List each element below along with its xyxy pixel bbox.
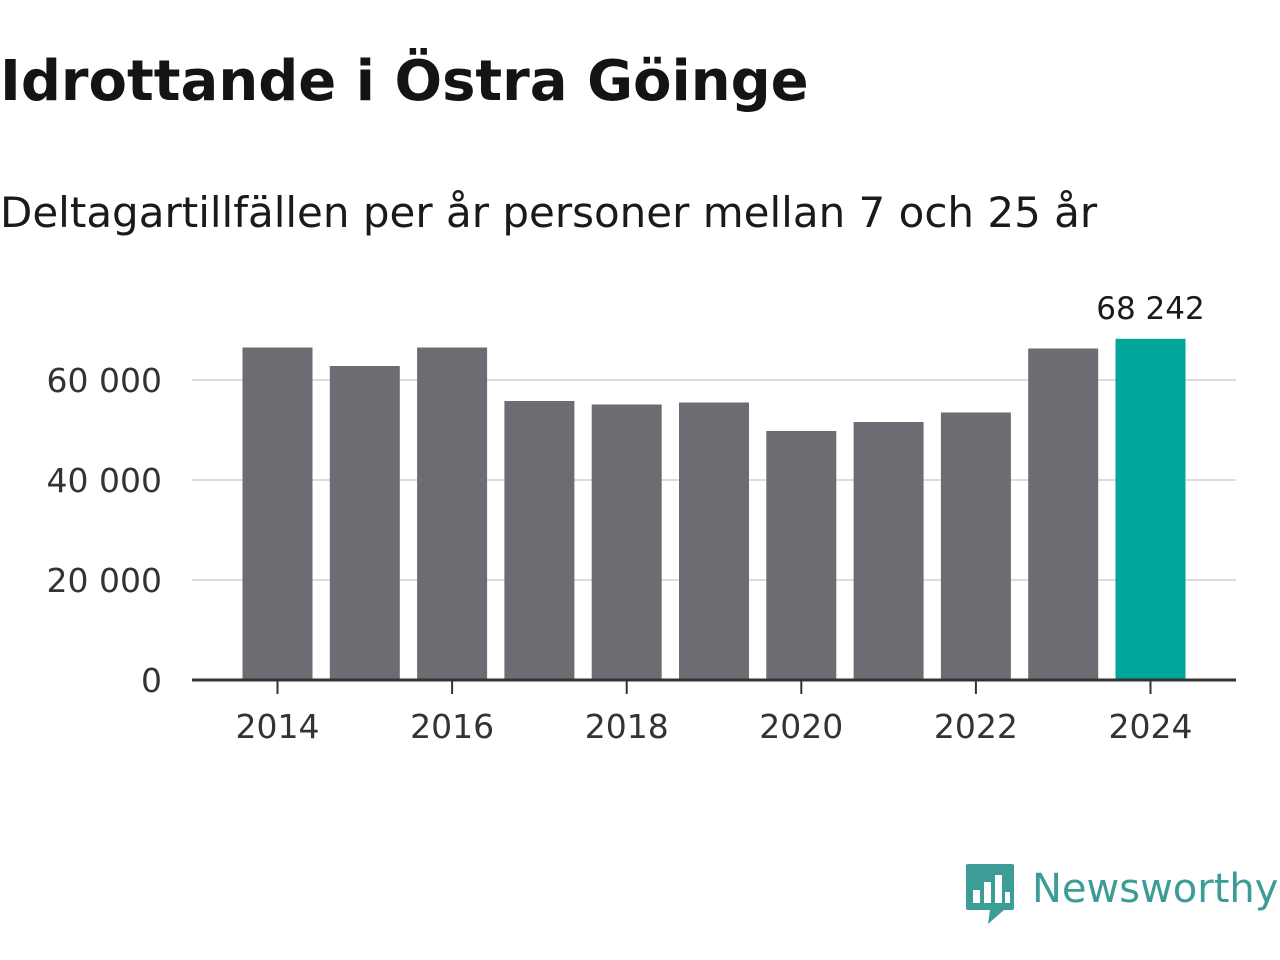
brand-name: Newsworthy: [1032, 866, 1279, 912]
bar-2019: [679, 402, 749, 680]
bar-2014: [242, 347, 313, 680]
chart-subtitle: Deltagartillfällen per år personer mella…: [0, 188, 1098, 237]
x-tick-label: 2014: [236, 707, 320, 746]
y-tick-label: 20 000: [47, 561, 162, 600]
bar-2015: [329, 366, 400, 680]
brand-logo: Newsworthy: [964, 862, 1278, 926]
bar-2023: [1028, 348, 1099, 680]
bar-2016: [417, 347, 488, 680]
x-axis: [192, 678, 1236, 694]
bars: [242, 338, 1186, 680]
x-tick-label: 2022: [934, 707, 1018, 746]
x-tick-label: 2018: [585, 707, 669, 746]
bar-2021: [853, 422, 924, 680]
bar-2024: [1115, 338, 1186, 680]
y-tick-label: 0: [141, 661, 162, 700]
bar-2022: [940, 412, 1011, 680]
bar-2020: [766, 431, 837, 680]
x-tick-label: 2016: [410, 707, 494, 746]
x-tick-label: 2020: [759, 707, 843, 746]
bar-2017: [504, 401, 575, 680]
y-tick-label: 60 000: [47, 361, 162, 400]
newsworthy-logo-icon: [966, 864, 1014, 924]
x-tick-label: 2024: [1109, 707, 1193, 746]
chart-title: Idrottande i Östra Göinge: [0, 49, 809, 114]
value-label: 68 242: [1096, 291, 1204, 327]
labels: 0 20 000 40 000 60 000 2014 2016 2018 2020 2022 2…: [47, 291, 1205, 746]
bar-2018: [591, 404, 662, 680]
bar-chart: 0 20 000 40 000 60 000 2014 2016 2018 2020 2022 2…: [47, 291, 1236, 746]
y-tick-label: 40 000: [47, 461, 162, 500]
